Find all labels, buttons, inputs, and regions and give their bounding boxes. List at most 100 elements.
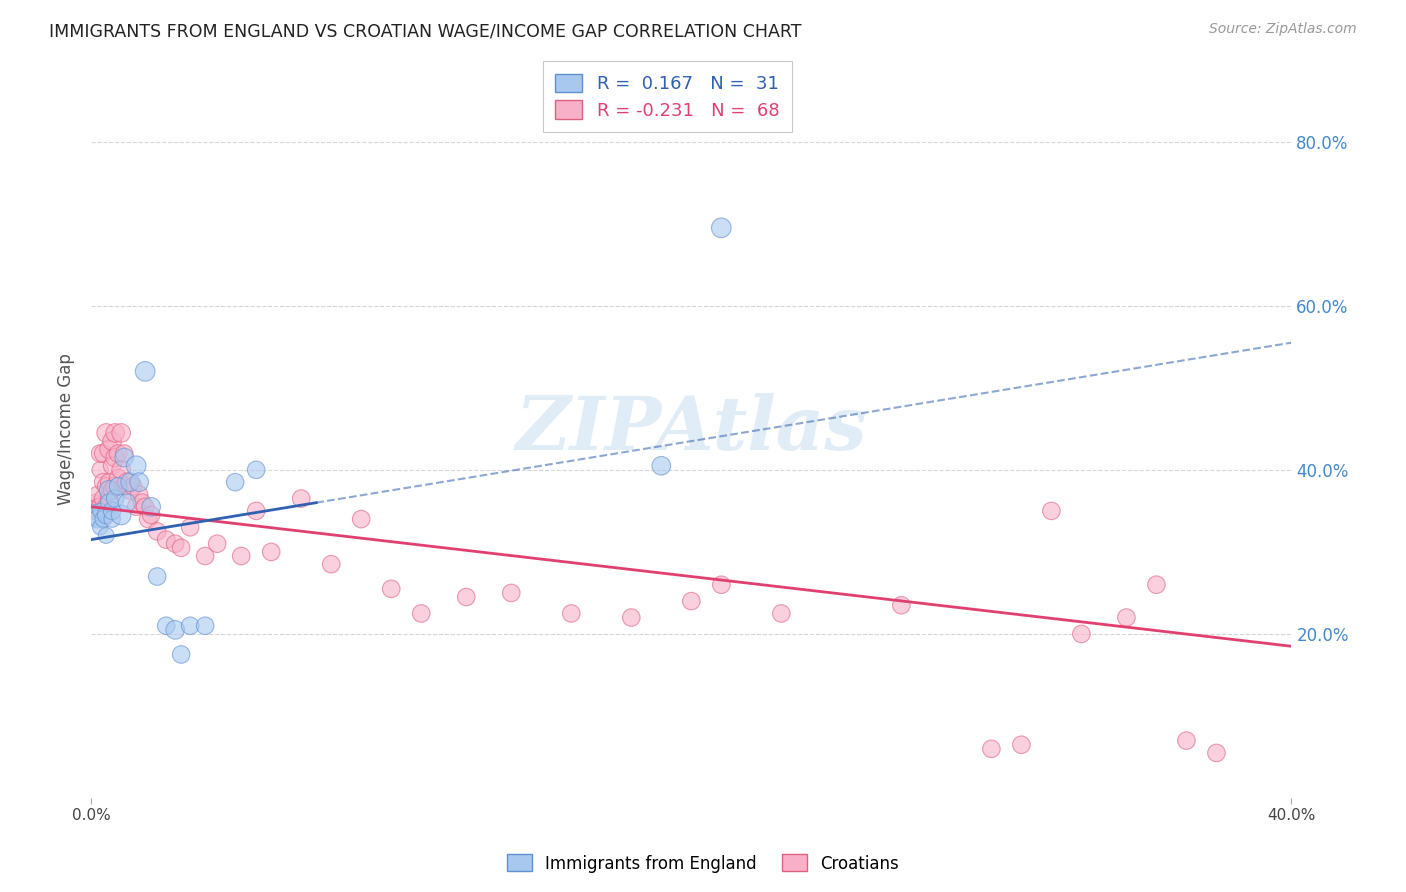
Point [101, 504, 124, 518]
Point [104, 491, 127, 506]
Point [128, 475, 150, 490]
Point [620, 610, 643, 624]
Point [122, 479, 145, 493]
Point [91, 512, 114, 526]
Point [96, 508, 118, 522]
Point [96, 479, 118, 493]
Point [260, 545, 283, 559]
Point [96, 425, 118, 440]
Point [1040, 504, 1063, 518]
Point [650, 458, 672, 473]
Point [980, 741, 1002, 756]
Point [112, 450, 135, 465]
Point [91, 491, 114, 506]
Point [104, 450, 127, 465]
Point [155, 533, 177, 547]
Point [134, 500, 156, 514]
Point [146, 569, 169, 583]
Text: ZIPAtlas: ZIPAtlas [516, 392, 868, 465]
Point [98, 442, 121, 457]
Point [134, 364, 156, 378]
Point [91, 446, 114, 460]
Point [350, 512, 373, 526]
Point [125, 458, 148, 473]
Legend: R =  0.167   N =  31, R = -0.231   N =  68: R = 0.167 N = 31, R = -0.231 N = 68 [543, 62, 792, 132]
Point [101, 458, 124, 473]
Point [224, 475, 246, 490]
Point [112, 446, 135, 460]
Point [194, 549, 217, 563]
Point [170, 648, 193, 662]
Point [165, 623, 187, 637]
Point [107, 446, 129, 460]
Point [83, 508, 105, 522]
Point [141, 500, 163, 514]
Point [128, 487, 150, 501]
Point [1070, 627, 1092, 641]
Point [1205, 746, 1227, 760]
Point [170, 541, 193, 555]
Point [110, 425, 132, 440]
Point [290, 491, 312, 506]
Point [890, 599, 912, 613]
Point [1115, 610, 1137, 624]
Point [155, 619, 177, 633]
Point [710, 578, 733, 592]
Point [89, 520, 111, 534]
Point [115, 475, 138, 490]
Point [1175, 733, 1198, 747]
Point [98, 475, 121, 490]
Point [89, 500, 111, 514]
Point [101, 434, 124, 449]
Point [245, 504, 267, 518]
Point [98, 491, 121, 506]
Text: Source: ZipAtlas.com: Source: ZipAtlas.com [1209, 22, 1357, 37]
Point [205, 537, 228, 551]
Point [146, 524, 169, 539]
Point [86, 487, 108, 501]
Point [86, 512, 108, 526]
Point [136, 512, 159, 526]
Point [380, 582, 402, 596]
Point [1010, 738, 1032, 752]
Point [104, 425, 127, 440]
Point [165, 537, 187, 551]
Point [98, 483, 121, 498]
Point [245, 463, 267, 477]
Point [194, 619, 217, 633]
Point [120, 483, 142, 498]
Point [96, 528, 118, 542]
Point [86, 500, 108, 514]
Point [110, 463, 132, 477]
Point [770, 607, 793, 621]
Point [681, 594, 703, 608]
Point [710, 220, 733, 235]
Point [104, 479, 127, 493]
Point [141, 508, 163, 522]
Point [101, 483, 124, 498]
Point [96, 500, 118, 514]
Point [120, 475, 142, 490]
Point [1144, 578, 1167, 592]
Point [110, 508, 132, 522]
Text: IMMIGRANTS FROM ENGLAND VS CROATIAN WAGE/INCOME GAP CORRELATION CHART: IMMIGRANTS FROM ENGLAND VS CROATIAN WAGE… [49, 22, 801, 40]
Point [101, 512, 124, 526]
Point [456, 590, 478, 604]
Point [560, 607, 582, 621]
Point [89, 463, 111, 477]
Point [179, 520, 201, 534]
Legend: Immigrants from England, Croatians: Immigrants from England, Croatians [501, 847, 905, 880]
Point [89, 446, 111, 460]
Point [115, 496, 138, 510]
Point [83, 496, 105, 510]
Point [411, 607, 433, 621]
Point [112, 479, 135, 493]
Point [179, 619, 201, 633]
Point [125, 500, 148, 514]
Point [231, 549, 253, 563]
Point [501, 586, 523, 600]
Point [321, 558, 343, 572]
Y-axis label: Wage/Income Gap: Wage/Income Gap [58, 353, 75, 505]
Point [98, 496, 121, 510]
Point [107, 471, 129, 485]
